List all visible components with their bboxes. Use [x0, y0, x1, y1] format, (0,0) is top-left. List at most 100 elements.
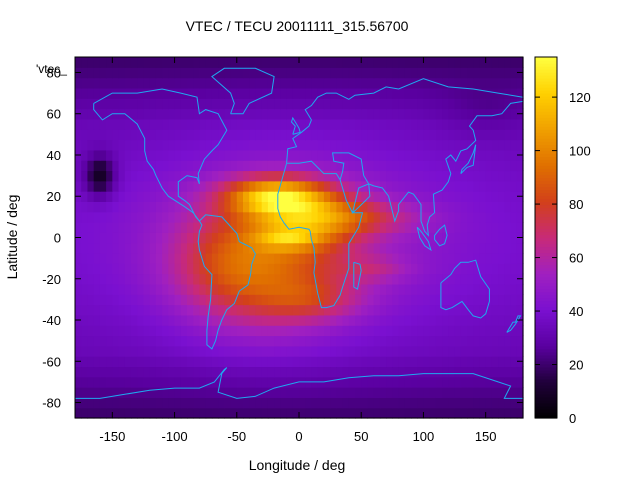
heatmap-cell — [305, 366, 313, 378]
heatmap-cell — [342, 129, 350, 141]
heatmap-cell — [355, 273, 362, 285]
heatmap-cell — [305, 201, 313, 213]
heatmap-cell — [516, 283, 524, 295]
heatmap-cell — [224, 283, 232, 295]
heatmap-cell — [81, 387, 89, 398]
heatmap-cell — [348, 304, 356, 316]
heatmap-cell — [168, 108, 176, 120]
heatmap-cell — [99, 242, 107, 254]
heatmap-cell — [516, 263, 524, 275]
heatmap-cell — [498, 180, 505, 192]
heatmap-cell — [429, 87, 437, 99]
heatmap-cell — [473, 242, 481, 254]
heatmap-cell — [174, 345, 182, 357]
colorbar-segment — [535, 276, 557, 281]
heatmap-cell — [155, 252, 163, 264]
heatmap-cell — [317, 242, 325, 254]
heatmap-cell — [348, 180, 356, 192]
x-tick-label: -100 — [162, 429, 188, 444]
heatmap-cell — [323, 149, 331, 161]
heatmap-cell — [162, 294, 169, 306]
heatmap-cell — [193, 335, 201, 347]
heatmap-cell — [504, 366, 512, 378]
heatmap-cell — [174, 77, 182, 89]
heatmap-cell — [311, 201, 319, 213]
heatmap-cell — [473, 345, 481, 357]
heatmap-cell — [199, 160, 207, 172]
heatmap-cell — [81, 57, 89, 68]
heatmap-cell — [112, 407, 120, 419]
heatmap-cell — [280, 87, 288, 99]
colorbar-frame — [534, 56, 558, 419]
heatmap-cell — [479, 366, 487, 378]
heatmap-cell — [386, 129, 393, 141]
heatmap-cell — [267, 232, 275, 244]
heatmap-cell — [224, 345, 232, 357]
heatmap-cell — [106, 366, 113, 378]
heatmap-cell — [348, 356, 356, 368]
heatmap-cell — [361, 129, 369, 141]
heatmap-cell — [230, 304, 238, 316]
y-tick-label: -20 — [42, 272, 61, 287]
heatmap-cell — [448, 387, 456, 398]
heatmap-cell — [491, 356, 499, 368]
heatmap-cell — [211, 201, 219, 213]
heatmap-cell — [379, 57, 387, 68]
heatmap-cell — [386, 87, 393, 99]
heatmap-cell — [404, 387, 412, 398]
heatmap-cell — [261, 139, 269, 151]
heatmap-cell — [292, 345, 300, 357]
heatmap-cell — [491, 314, 499, 326]
heatmap-cell — [435, 273, 443, 285]
heatmap-cell — [454, 366, 462, 378]
heatmap-cell — [249, 222, 257, 233]
y-tick-label: -80 — [42, 396, 61, 411]
heatmap-cell — [249, 366, 257, 378]
heatmap-cell — [87, 139, 95, 151]
heatmap-cell — [367, 67, 375, 79]
heatmap-cell — [236, 314, 244, 326]
heatmap-cell — [131, 170, 138, 182]
heatmap-cell — [305, 397, 313, 409]
heatmap-cell — [280, 67, 288, 79]
heatmap-cell — [336, 201, 344, 213]
heatmap-cell — [460, 211, 468, 223]
heatmap-cell — [516, 294, 524, 306]
heatmap-cell — [404, 366, 412, 378]
heatmap-cell — [411, 273, 418, 285]
heatmap-cell — [448, 397, 456, 409]
heatmap-cell — [299, 149, 306, 161]
heatmap-cell — [423, 314, 431, 326]
heatmap-cell — [504, 376, 512, 388]
heatmap-cell — [467, 366, 474, 378]
heatmap-cell — [454, 211, 462, 223]
heatmap-cell — [386, 345, 393, 357]
heatmap-cell — [392, 170, 400, 182]
heatmap-cell — [460, 67, 468, 79]
heatmap-cell — [355, 149, 362, 161]
heatmap-cell — [205, 252, 213, 264]
heatmap-cell — [274, 407, 281, 419]
heatmap-cell — [516, 407, 524, 419]
heatmap-cell — [467, 304, 474, 316]
heatmap-cell — [491, 139, 499, 151]
heatmap-cell — [330, 397, 337, 409]
heatmap-cell — [162, 356, 169, 368]
heatmap-cell — [193, 129, 201, 141]
heatmap-cell — [467, 314, 474, 326]
heatmap-cell — [448, 366, 456, 378]
heatmap-cell — [143, 407, 151, 419]
heatmap-cell — [299, 180, 306, 192]
heatmap-cell — [218, 149, 225, 161]
heatmap-cell — [398, 314, 406, 326]
heatmap-cell — [292, 129, 300, 141]
heatmap-cell — [435, 335, 443, 347]
heatmap-cell — [187, 263, 194, 275]
heatmap-cell — [411, 170, 418, 182]
heatmap-cell — [491, 98, 499, 110]
heatmap-cell — [485, 304, 493, 316]
heatmap-cell — [174, 294, 182, 306]
heatmap-cell — [392, 273, 400, 285]
heatmap-cell — [243, 191, 250, 202]
heatmap-cell — [236, 325, 244, 337]
